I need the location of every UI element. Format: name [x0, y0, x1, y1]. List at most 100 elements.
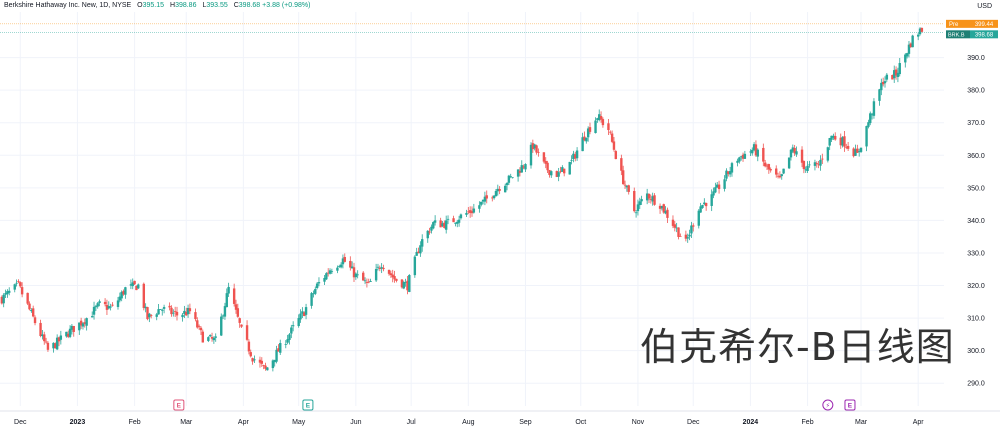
- candle-body: [57, 337, 61, 342]
- candle-body: [17, 281, 20, 283]
- candle-body: [730, 163, 734, 173]
- candle-body: [297, 318, 300, 327]
- candle-body: [802, 160, 806, 169]
- candle-body: [485, 195, 488, 199]
- candle-body: [703, 202, 706, 205]
- candle-body: [223, 306, 227, 317]
- candle-body: [408, 275, 411, 292]
- candle-body: [275, 349, 278, 362]
- candle-body: [120, 291, 123, 299]
- candle-body: [491, 197, 494, 199]
- high-label: H: [170, 2, 176, 9]
- candle-body: [633, 190, 636, 212]
- candle-body: [168, 305, 171, 308]
- candle-body: [336, 267, 339, 271]
- candle-body: [767, 164, 771, 170]
- x-tick-label: Aug: [462, 419, 475, 426]
- candle-body: [699, 206, 702, 213]
- candle-body: [107, 306, 110, 309]
- candle-body: [542, 152, 546, 162]
- x-tick-label: Jun: [350, 419, 361, 426]
- candle-body: [467, 211, 470, 213]
- candle-body: [599, 116, 603, 120]
- candle-body: [717, 184, 721, 190]
- candle-body: [109, 306, 112, 308]
- pre-tag-value-bg: [970, 19, 998, 28]
- candle-body: [433, 220, 437, 223]
- candle-body: [446, 218, 450, 220]
- candle-body: [161, 309, 164, 311]
- candle-body: [754, 144, 758, 156]
- last-tag-value: 398.68: [975, 32, 994, 38]
- candle-body: [738, 157, 741, 162]
- candle-body: [129, 284, 133, 286]
- candle-body: [290, 327, 293, 334]
- candle-body: [688, 234, 691, 237]
- candle-body: [419, 245, 422, 254]
- candle-body: [271, 360, 275, 369]
- x-tick-label: Dec: [14, 419, 27, 426]
- candle-body: [664, 211, 667, 214]
- candle-body: [638, 201, 641, 206]
- candle-body: [452, 218, 455, 223]
- candle-body: [70, 325, 74, 330]
- candle-body: [389, 273, 393, 276]
- candle-body: [220, 316, 223, 336]
- candle-body: [804, 169, 807, 171]
- candle-body: [896, 72, 900, 78]
- candle-body: [303, 312, 306, 317]
- candle-body: [33, 317, 37, 324]
- low-value: 393.55: [206, 2, 228, 9]
- x-tick-label: Nov: [632, 419, 645, 426]
- candle-body: [570, 159, 573, 161]
- high-value: 398.86: [175, 2, 197, 9]
- candle-body: [208, 335, 212, 337]
- candle-body: [481, 199, 485, 202]
- candle-body: [234, 304, 238, 310]
- symbol-legend: Berkshire Hathaway Inc. New, 1D, NYSE O3…: [4, 2, 310, 9]
- x-tick-label: Apr: [913, 419, 925, 426]
- candle-body: [749, 151, 752, 153]
- candle-body: [511, 177, 514, 179]
- candle-body: [701, 204, 704, 208]
- candle-body: [714, 187, 717, 193]
- candle-body: [236, 308, 240, 317]
- candle-body: [264, 365, 267, 369]
- candle-body: [585, 137, 588, 142]
- x-tick-label: Sep: [519, 419, 532, 426]
- candle-body: [671, 219, 675, 226]
- candle-body: [533, 144, 536, 149]
- candle-body: [609, 131, 612, 133]
- candle-body: [432, 222, 435, 229]
- candle-body: [498, 189, 501, 191]
- pre-tag-label-bg: [946, 19, 970, 28]
- candle-body: [111, 304, 114, 306]
- candle-body: [846, 145, 850, 149]
- candle-body: [572, 153, 575, 159]
- candle-body: [227, 286, 230, 294]
- candle-body: [524, 164, 527, 170]
- candle-body: [503, 185, 507, 193]
- candle-body: [118, 296, 122, 301]
- candle-body: [904, 54, 907, 63]
- candle-body: [907, 44, 911, 54]
- candle-body: [72, 325, 75, 332]
- candle-body: [413, 256, 417, 276]
- pre-tag-label: Pre: [949, 22, 959, 28]
- candle-body: [67, 333, 70, 337]
- candle-body: [620, 158, 623, 171]
- candle-body: [175, 311, 179, 316]
- candle-body: [330, 271, 334, 273]
- candle-body: [756, 149, 759, 157]
- close-value: 398.68: [238, 2, 261, 9]
- candle-body: [494, 190, 498, 197]
- candle-body: [310, 293, 313, 306]
- candle-body: [116, 300, 120, 307]
- candle-body: [640, 199, 643, 202]
- candle-body: [830, 135, 833, 140]
- candle-body: [273, 359, 276, 363]
- candle-body: [288, 334, 291, 340]
- candle-body: [247, 341, 251, 352]
